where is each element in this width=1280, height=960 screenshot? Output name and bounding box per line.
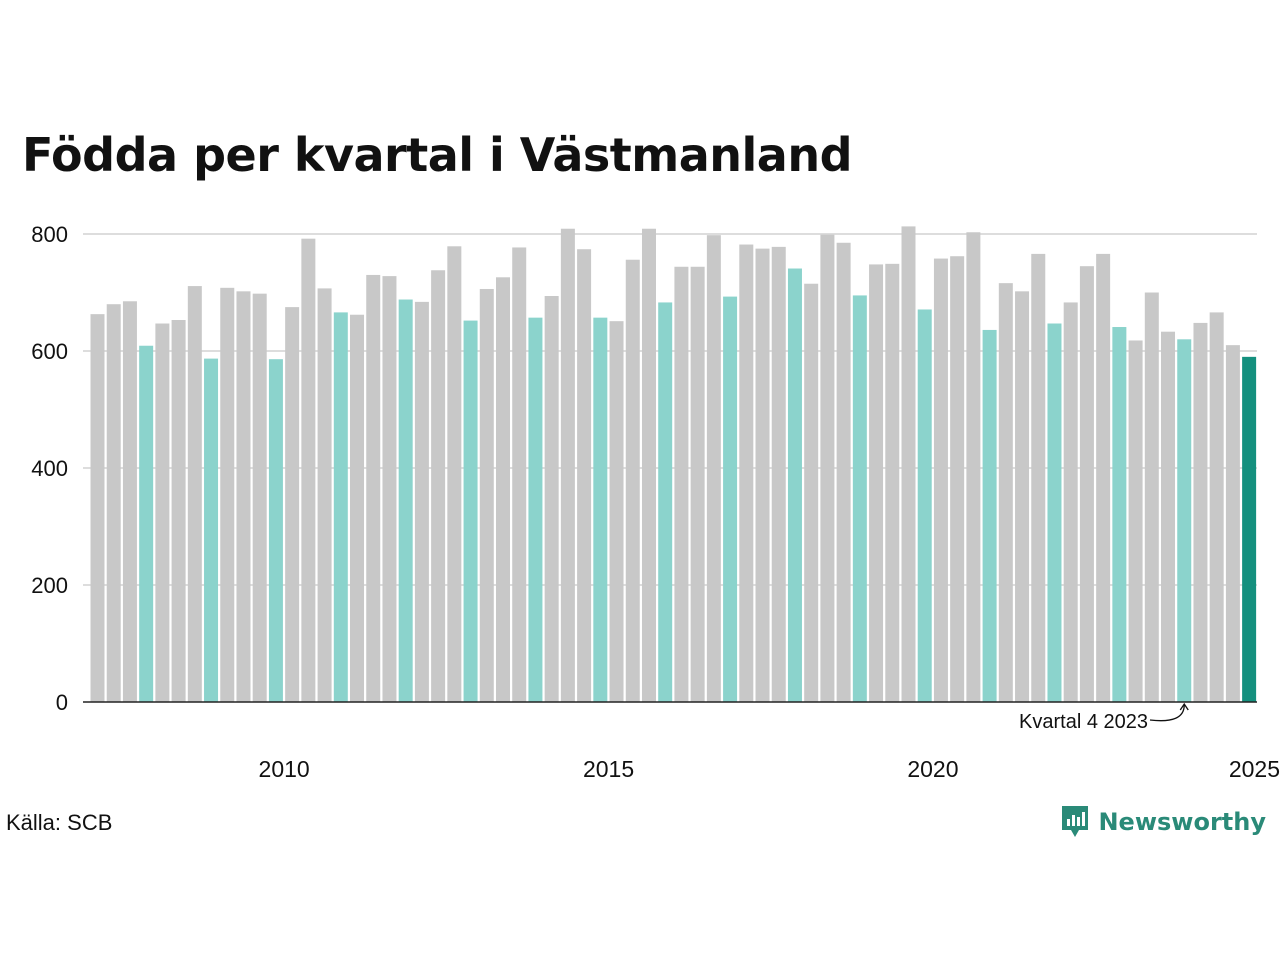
bar-2024-q1 (1193, 322, 1208, 702)
bar-2022-q4 (1112, 327, 1127, 702)
bar-2011-q4 (398, 299, 413, 702)
bar-2015-q1 (609, 321, 624, 702)
bar-2018-q2 (820, 234, 835, 702)
bar-2014-q2 (560, 228, 575, 703)
bar-2019-q4 (917, 309, 932, 702)
bar-2016-q2 (690, 266, 705, 702)
bar-2016-q1 (674, 266, 689, 702)
bar-2009-q1 (220, 287, 235, 702)
bar-2012-q3 (447, 246, 462, 702)
bar-2021-q3 (1031, 253, 1046, 702)
bar-2015-q3 (641, 228, 656, 703)
annotation-arrow (1149, 702, 1189, 722)
bar-2010-q4 (333, 312, 348, 702)
bar-2019-q3 (901, 226, 916, 702)
x-tick-label: 2010 (259, 756, 310, 782)
x-tick-label: 2015 (583, 756, 634, 782)
x-tick-label: 2020 (907, 756, 958, 782)
bar-2015-q4 (658, 302, 673, 702)
bar-2009-q3 (252, 293, 267, 702)
bar-2021-q1 (998, 283, 1013, 702)
bar-2023-q4 (1177, 339, 1192, 702)
bar-2010-q1 (285, 307, 300, 702)
bar-2024-q2 (1209, 312, 1224, 702)
bar-2008-q2 (171, 319, 186, 702)
x-tick-label: 2025 (1229, 756, 1280, 782)
bar-2013-q4 (528, 317, 543, 702)
bar-2012-q2 (431, 270, 446, 702)
bar-2018-q4 (852, 295, 867, 702)
bar-2017-q1 (739, 244, 754, 702)
bar-2009-q2 (236, 291, 251, 702)
y-tick-label: 600 (31, 339, 68, 364)
annotation: Kvartal 4 2023 (1019, 702, 1189, 733)
bar-2023-q1 (1128, 340, 1143, 702)
x-axis-ticks: 2010 2015 2020 2025 (259, 756, 1280, 782)
bar-2017-q4 (787, 268, 802, 702)
bar-2014-q4 (593, 317, 608, 702)
bar-2007-q3 (122, 301, 137, 702)
bar-2008-q1 (155, 323, 170, 702)
bar-2016-q4 (723, 296, 738, 702)
bar-2024-q4 (1242, 356, 1257, 702)
bar-2014-q3 (577, 249, 592, 702)
bar-2014-q1 (544, 296, 559, 702)
bar-2018-q3 (836, 242, 851, 702)
bar-2012-q1 (414, 301, 429, 702)
bar-2015-q2 (625, 259, 640, 702)
brand-logo: Newsworthy (1060, 802, 1266, 842)
source-note: Källa: SCB (6, 810, 113, 835)
bar-2018-q1 (804, 283, 819, 702)
bar-2011-q2 (366, 274, 381, 702)
bar-2007-q1 (90, 314, 105, 702)
bar-2020-q1 (933, 258, 948, 702)
bars (90, 226, 1257, 703)
bar-2024-q3 (1225, 345, 1240, 702)
bar-2010-q2 (301, 238, 316, 702)
bar-2011-q3 (382, 276, 397, 702)
bar-2009-q4 (268, 359, 283, 702)
bar-2019-q2 (885, 263, 900, 702)
bar-2017-q2 (755, 248, 770, 702)
chart-title: Födda per kvartal i Västmanland (22, 128, 853, 182)
y-axis-ticks: 0 200 400 600 800 (31, 222, 68, 715)
annotation-label: Kvartal 4 2023 (1019, 711, 1148, 733)
newsworthy-logo-icon (1062, 806, 1089, 837)
bar-2019-q1 (869, 264, 884, 702)
bar-2022-q3 (1096, 253, 1111, 702)
bar-2011-q1 (350, 314, 365, 702)
y-tick-label: 0 (56, 690, 68, 715)
bar-2023-q2 (1144, 292, 1159, 702)
y-tick-label: 200 (31, 573, 68, 598)
bar-2020-q4 (982, 329, 997, 702)
brand-name: Newsworthy (1098, 808, 1266, 836)
bar-2016-q3 (706, 235, 721, 703)
bar-2020-q2 (950, 256, 965, 702)
bar-2013-q2 (496, 277, 510, 702)
bar-2012-q4 (463, 320, 478, 702)
y-tick-label: 400 (31, 456, 68, 481)
bar-2021-q4 (1047, 323, 1062, 702)
bar-2022-q2 (1079, 266, 1094, 702)
bar-2022-q1 (1063, 302, 1078, 702)
bar-2013-q1 (479, 288, 494, 702)
bar-2007-q2 (106, 304, 121, 702)
bar-2017-q3 (771, 246, 786, 702)
bar-2007-q4 (139, 345, 154, 702)
bar-2023-q3 (1161, 331, 1176, 702)
bar-2020-q3 (966, 232, 981, 702)
bar-2021-q2 (1015, 291, 1030, 702)
bar-2010-q3 (317, 288, 332, 702)
bar-2013-q3 (512, 247, 527, 702)
y-tick-label: 800 (31, 222, 68, 247)
bar-2008-q3 (187, 286, 202, 702)
bar-2008-q4 (204, 358, 219, 702)
